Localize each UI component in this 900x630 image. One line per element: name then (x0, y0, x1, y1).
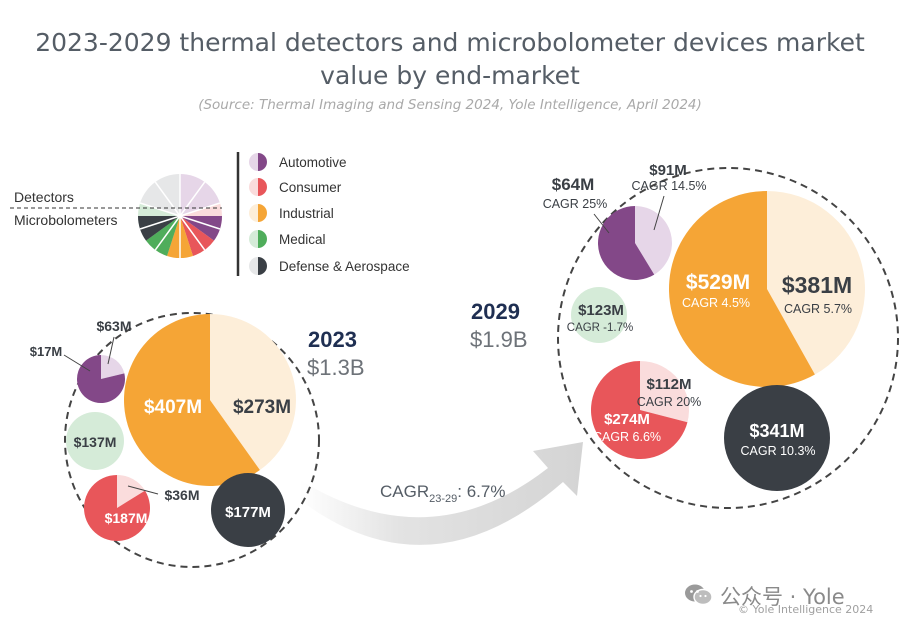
automotive-2029-detectors-cagr: CAGR 25% (543, 197, 608, 211)
medical-2029-bubble (571, 287, 627, 343)
automotive-2023-detectors-slice (101, 355, 125, 379)
legend-wheel-divider (179, 181, 206, 217)
legend-swatch-automotive (258, 153, 267, 171)
watermark-text: 公众号 · Yole (720, 585, 845, 609)
chart-title: 2023-2029 thermal detectors and microbol… (0, 26, 900, 92)
legend-label-consumer: Consumer (279, 180, 342, 195)
panel-2029-total: $1.9B (470, 327, 528, 352)
legend-swatch-defense-aerospace (258, 257, 267, 275)
legend-wheel-divider (179, 202, 221, 217)
consumer-2029-microbolometers-value: $274M (604, 411, 650, 428)
industrial-2023-detectors-value: $273M (233, 397, 291, 418)
legend-label-medical: Medical (279, 232, 326, 247)
consumer-2029-microbolometers-slice (591, 361, 688, 460)
legend-swatch-consumer (258, 178, 267, 196)
legend-swatch-light-consumer (249, 178, 258, 196)
industrial-2029-detectors-value: $381M (782, 272, 852, 298)
medical-2029-value: $123M (578, 302, 624, 319)
panel-2023-year: 2023 (308, 327, 357, 352)
legend-detectors-label: Detectors (14, 189, 74, 205)
cagr-label: CAGR23-29: 6.7% (380, 482, 505, 505)
panel-2023-total: $1.3B (307, 355, 365, 380)
legend-swatch-medical (258, 230, 267, 248)
industrial-2029-detectors-cagr: CAGR 5.7% (784, 302, 852, 316)
automotive-2029-leader-line-2 (653, 195, 665, 231)
consumer-2023-leader-line (127, 485, 159, 495)
legend-wheel-divider (139, 215, 181, 230)
defense-2023-bubble (211, 473, 285, 547)
legend-wheel-divider (154, 215, 181, 251)
consumer-2023-microbolometers-slice (84, 475, 150, 542)
medical-2023-bubble (66, 412, 124, 470)
industrial-2029-microbolometers-value: $529M (686, 271, 750, 294)
medical-2029-cagr: CAGR -1.7% (567, 322, 633, 334)
consumer-2023-microbolometers-value: $187M (105, 510, 148, 526)
legend-wheel-microbolometers-automotive (180, 216, 222, 241)
automotive-2029-leader-line (593, 213, 610, 234)
defense-2029-bubble (724, 385, 830, 491)
legend-swatch-light-automotive (249, 153, 258, 171)
automotive-2029-microbolometers-value: $91M (649, 162, 687, 179)
panel-2029-year: 2029 (471, 299, 520, 324)
legend-wheel-microbolometers-defense-aerospace (138, 216, 180, 241)
automotive-2029-detectors-slice (635, 206, 673, 275)
industrial-2029-microbolometers-slice (669, 191, 815, 387)
legend-swatch-light-defense-aerospace (249, 257, 258, 275)
medical-2023-value: $137M (74, 434, 117, 450)
legend-label-industrial: Industrial (279, 206, 334, 221)
legend-wheel-microbolometers-medical (146, 216, 180, 256)
wechat-icon (684, 583, 714, 612)
automotive-2023-microbolometers-value: $63M (96, 318, 131, 334)
industrial-2029-microbolometers-cagr: CAGR 4.5% (682, 296, 750, 310)
legend-wheel-divider (179, 215, 221, 230)
legend-wheel-divider (154, 181, 181, 217)
chart-title-line-2: value by end-market (320, 61, 580, 90)
automotive-2029-microbolometers-slice (598, 206, 655, 280)
industrial-2029-detectors-slice (767, 191, 866, 375)
legend-swatch-light-medical (249, 230, 258, 248)
industrial-2023-microbolometers-value: $407M (144, 397, 202, 418)
chart-title-line-1: 2023-2029 thermal detectors and microbol… (35, 28, 865, 57)
defense-2023-value: $177M (225, 504, 271, 521)
growth-arrow (300, 442, 583, 545)
consumer-2029-microbolometers-cagr: CAGR 6.6% (593, 430, 661, 444)
panel-2029-boundary (557, 167, 899, 509)
legend-label-defense-aerospace: Defense & Aerospace (279, 259, 410, 274)
legend-wheel-divider (139, 202, 181, 217)
legend-wheel-divider (179, 215, 206, 251)
automotive-2023-microbolometers-slice (76, 355, 125, 403)
automotive-2023-detectors-value: $17M (30, 344, 63, 359)
legend-swatch-light-industrial (249, 204, 258, 222)
copyright-text: © Yole Intelligence 2024 (738, 603, 874, 616)
consumer-2029-detectors-cagr: CAGR 20% (637, 395, 702, 409)
consumer-2023-detectors-value: $36M (164, 487, 199, 503)
defense-2029-cagr: CAGR 10.3% (740, 444, 815, 458)
legend-microbolometers-label: Microbolometers (14, 212, 117, 228)
automotive-2029-microbolometers-cagr: CAGR 14.5% (631, 179, 706, 193)
panel-2023-boundary (64, 312, 320, 568)
automotive-2023-leader-line (107, 336, 115, 365)
legend-swatch-industrial (258, 204, 267, 222)
automotive-2023-leader-line-2 (63, 354, 91, 372)
legend-label-automotive: Automotive (279, 155, 347, 170)
consumer-2029-detectors-slice (640, 361, 689, 423)
consumer-2029-detectors-value: $112M (646, 376, 691, 393)
defense-2029-value: $341M (749, 421, 804, 441)
automotive-2029-detectors-value: $64M (552, 175, 595, 194)
chart-source: (Source: Thermal Imaging and Sensing 202… (198, 97, 702, 113)
consumer-2023-detectors-slice (117, 475, 146, 508)
legend-wheel-microbolometers-consumer (180, 216, 214, 256)
industrial-2023-detectors-slice (210, 314, 296, 471)
industrial-2023-microbolometers-slice (123, 314, 260, 487)
